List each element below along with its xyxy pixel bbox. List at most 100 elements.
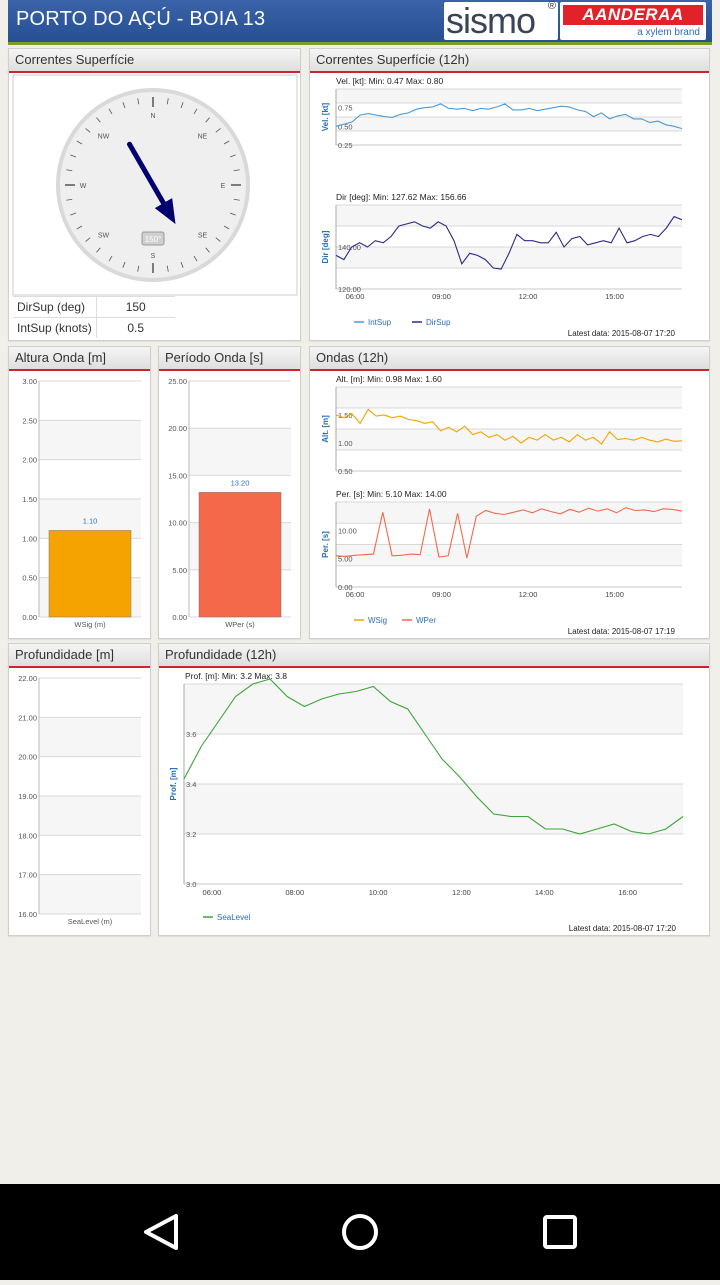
y-tick-label: 18.00: [18, 831, 37, 840]
y-tick-label: 2.50: [22, 416, 37, 425]
y-tick-label: 0.00: [22, 613, 37, 622]
compass-tick: [137, 265, 140, 272]
compass-tick: [108, 108, 113, 115]
y-tick-label: 3.4: [186, 780, 196, 789]
sismo-logo: sismo ®: [444, 0, 558, 41]
compass-values-table: DirSup (deg) 150 IntSup (knots) 0.5: [13, 296, 175, 338]
compass-tick: [66, 198, 73, 201]
compass-tick: [76, 225, 83, 230]
grid-band: [336, 205, 682, 226]
panel-title: Correntes Superfície (12h): [310, 49, 709, 73]
y-tick-label: 21.00: [18, 713, 37, 722]
y-tick-label: 0.00: [172, 613, 187, 622]
velocity-ylabel: Vel. [kt]: [321, 102, 330, 131]
compass-tick: [180, 102, 184, 109]
page-title: PORTO DO AÇÚ - BOIA 13: [16, 8, 266, 30]
wave-period-value-label: 13.20: [231, 478, 250, 487]
wave-height-bar: [48, 530, 132, 618]
compass-label-n: N: [150, 113, 155, 120]
y-tick-label: 25.00: [168, 377, 187, 386]
wave-height-ylabel: Alt. [m]: [321, 415, 330, 443]
y-tick-label: 5.00: [338, 555, 353, 564]
y-tick-label: 120.00: [338, 285, 361, 294]
compass-tick: [96, 247, 101, 253]
currents-12h-chart: Vel. [kt]: Min: 0.47 Max: 0.80 0.75 0.50 0.…: [321, 76, 683, 338]
y-tick-label: 19.00: [18, 792, 37, 801]
grid-band: [336, 89, 682, 103]
app-header: PORTO DO AÇÚ - BOIA 13 sismo ® AANDERAA …: [8, 0, 712, 45]
compass-ticks: [65, 97, 241, 273]
legend-item: IntSup: [368, 318, 392, 327]
row-label: DirSup (deg): [13, 296, 97, 318]
velocity-caption: Vel. [kt]: Min: 0.47 Max: 0.80: [336, 76, 444, 86]
wave-period-chart: 25.00 20.00 15.00 10.00 5.00 0.00 13.20 WPer (s…: [168, 377, 291, 629]
depth-ylabel: Prof. [m]: [169, 767, 178, 800]
compass-needle: [127, 141, 176, 224]
grid-band: [184, 684, 683, 734]
depth-12h-chart: Prof. [m]: Min: 3.2 Max: 3.8 3.6 3.4 3.2 3.0…: [169, 671, 684, 933]
compass-label-se: SE: [198, 232, 208, 239]
compass-tick: [70, 212, 77, 216]
panel-title: Altura Onda [m]: [9, 347, 150, 371]
needle-head: [154, 198, 176, 224]
compass-labels: N NE E SE S SW W NW: [80, 113, 226, 260]
compass-label-sw: SW: [98, 232, 110, 239]
panel-currents-12h: Correntes Superfície (12h) Vel. [kt]: Mi…: [309, 48, 710, 341]
compass-tick: [166, 265, 169, 272]
grid-band: [336, 247, 682, 268]
y-tick-label: 3.0: [186, 880, 196, 889]
legend-item: WSig: [368, 616, 387, 625]
compass-tick: [229, 212, 236, 216]
legend-item: DirSup: [426, 318, 451, 327]
x-tick-label: 09:00: [432, 292, 451, 301]
y-tick-label: 0.50: [22, 574, 37, 583]
x-tick-label: 16:00: [618, 888, 637, 897]
compass-tick: [66, 169, 73, 172]
grid-band: [336, 544, 682, 566]
legend-item: WPer: [416, 616, 436, 625]
grid-band: [336, 117, 682, 131]
wave-height-series-line: [335, 408, 683, 445]
row-value: 150: [95, 296, 175, 318]
compass-tick: [137, 98, 140, 105]
direction-series-line: [335, 215, 683, 270]
y-tick-label: 1.00: [338, 439, 353, 448]
panel-depth: Profundidade [m] 22.00 21.00 20.00 19.00 18.…: [8, 643, 151, 936]
x-tick-label: 12:00: [452, 888, 471, 897]
latest-data: Latest data: 2015-08-07 17:20: [568, 329, 676, 338]
y-tick-label: 22.00: [18, 674, 37, 683]
aanderaa-logo-sub: a xylem brand: [637, 27, 700, 38]
y-tick-label: 1.50: [338, 411, 353, 420]
needle-shaft: [127, 141, 167, 208]
wave-period-bar: [198, 492, 282, 618]
compass-tick: [233, 169, 240, 172]
latest-data: Latest data: 2015-08-07 17:20: [569, 924, 677, 933]
compass-tick: [193, 255, 198, 262]
recents-icon[interactable]: [543, 1215, 577, 1249]
y-tick-label: 0.00: [338, 583, 353, 592]
grid-band: [39, 717, 141, 757]
panel-title: Profundidade [m]: [9, 644, 150, 668]
compass-tick: [233, 198, 240, 201]
y-tick-label: 2.00: [22, 456, 37, 465]
aanderaa-logo: AANDERAA a xylem brand: [560, 2, 706, 40]
back-icon[interactable]: [144, 1214, 178, 1250]
direction-ylabel: Dir [deg]: [321, 230, 330, 263]
compass-tick: [108, 255, 113, 262]
waves-12h-chart: Alt. [m]: Min: 0.98 Max: 1.60 1.50 1.00 0.5…: [321, 374, 683, 636]
grid-band: [184, 784, 683, 834]
panel-waves-12h: Ondas (12h) Alt. [m]: Min: 0.98 Max: 1.6…: [309, 346, 710, 639]
compass-tick: [229, 154, 236, 158]
compass-tick: [205, 117, 210, 123]
y-tick-label: 17.00: [18, 871, 37, 880]
y-tick-label: 0.50: [338, 122, 353, 131]
grid-band: [39, 874, 141, 914]
row-label: IntSup (knots): [13, 317, 97, 338]
y-tick-label: 15.00: [168, 471, 187, 480]
x-tick-label: 09:00: [432, 590, 451, 599]
y-tick-label: 20.00: [18, 753, 37, 762]
compass-label-nw: NW: [98, 134, 110, 141]
system-nav-bar: [0, 1184, 720, 1280]
x-tick-label: 10:00: [369, 888, 388, 897]
home-icon[interactable]: [342, 1214, 378, 1250]
